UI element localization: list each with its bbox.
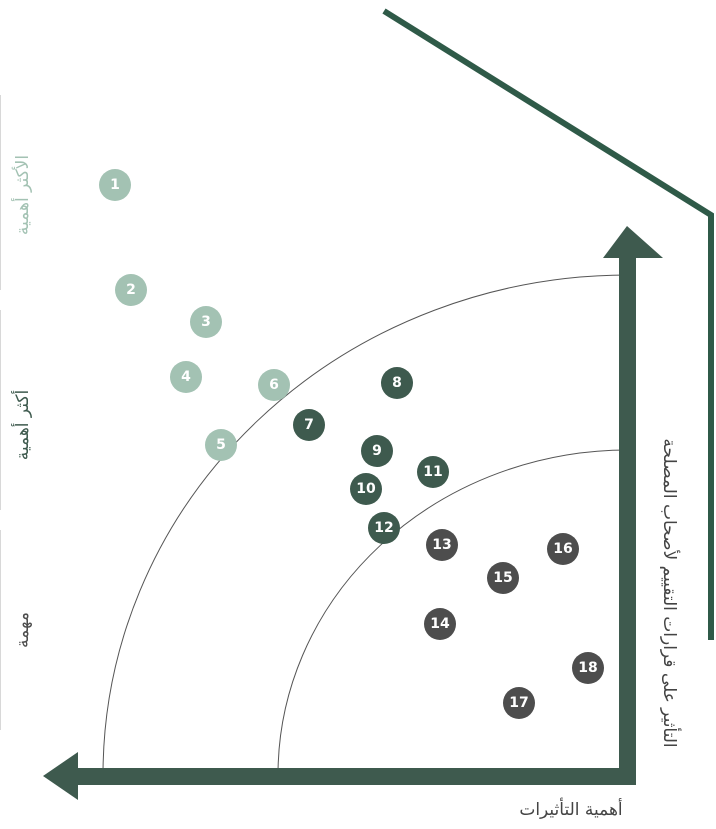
point-marker — [487, 562, 519, 594]
point-marker — [361, 435, 393, 467]
band-label-more-important: أكثر أهمية — [11, 390, 33, 461]
x-axis-label: أهمية التأثيرات — [519, 797, 622, 820]
point-marker — [547, 533, 579, 565]
outer-arc — [102, 274, 629, 776]
point-2: 2 — [115, 274, 147, 306]
point-label: 16 — [553, 541, 572, 557]
inner-arc — [277, 449, 629, 776]
point-marker — [572, 652, 604, 684]
y-axis-arrowhead — [603, 226, 663, 258]
point-marker — [350, 473, 382, 505]
point-label: 15 — [493, 570, 512, 586]
point-label: 1 — [110, 177, 120, 193]
point-marker — [381, 367, 413, 399]
point-13: 13 — [426, 529, 458, 561]
point-7: 7 — [293, 409, 325, 441]
point-label: 8 — [392, 375, 402, 391]
point-label: 9 — [372, 443, 382, 459]
point-label: 13 — [432, 537, 451, 553]
point-label: 14 — [430, 616, 450, 632]
point-marker — [503, 687, 535, 719]
point-marker — [293, 409, 325, 441]
x-axis-arrowhead — [43, 752, 78, 800]
point-marker — [170, 361, 202, 393]
y-axis-label: التأثير على قرارات التقييم لأصحاب المصلح… — [659, 438, 682, 747]
point-label: 17 — [509, 695, 528, 711]
point-label: 3 — [201, 314, 211, 330]
point-1: 1 — [99, 169, 131, 201]
x-axis-shaft — [76, 768, 636, 785]
point-16: 16 — [547, 533, 579, 565]
point-marker — [115, 274, 147, 306]
point-14: 14 — [424, 608, 456, 640]
point-label: 18 — [578, 660, 597, 676]
point-12: 12 — [368, 512, 400, 544]
point-marker — [258, 369, 290, 401]
point-label: 7 — [304, 417, 314, 433]
point-marker — [417, 456, 449, 488]
point-9: 9 — [361, 435, 393, 467]
y-axis-shaft — [619, 256, 636, 783]
point-label: 10 — [356, 481, 376, 497]
corner-bracket — [382, 8, 714, 640]
point-label: 6 — [269, 377, 279, 393]
point-3: 3 — [190, 306, 222, 338]
point-marker — [426, 529, 458, 561]
band-label-most-important: الأكثر أهمية — [11, 155, 33, 235]
point-label: 5 — [216, 437, 226, 453]
point-marker — [99, 169, 131, 201]
point-17: 17 — [503, 687, 535, 719]
point-marker — [424, 608, 456, 640]
point-marker — [190, 306, 222, 338]
point-marker — [205, 429, 237, 461]
point-label: 4 — [181, 369, 191, 385]
point-5: 5 — [205, 429, 237, 461]
point-6: 6 — [258, 369, 290, 401]
point-18: 18 — [572, 652, 604, 684]
point-11: 11 — [417, 456, 449, 488]
point-10: 10 — [350, 473, 382, 505]
point-15: 15 — [487, 562, 519, 594]
point-8: 8 — [381, 367, 413, 399]
point-marker — [368, 512, 400, 544]
point-label: 12 — [374, 520, 393, 536]
point-label: 11 — [423, 464, 442, 480]
band-label-important: مهمة — [13, 612, 33, 648]
point-label: 2 — [126, 282, 136, 298]
point-4: 4 — [170, 361, 202, 393]
